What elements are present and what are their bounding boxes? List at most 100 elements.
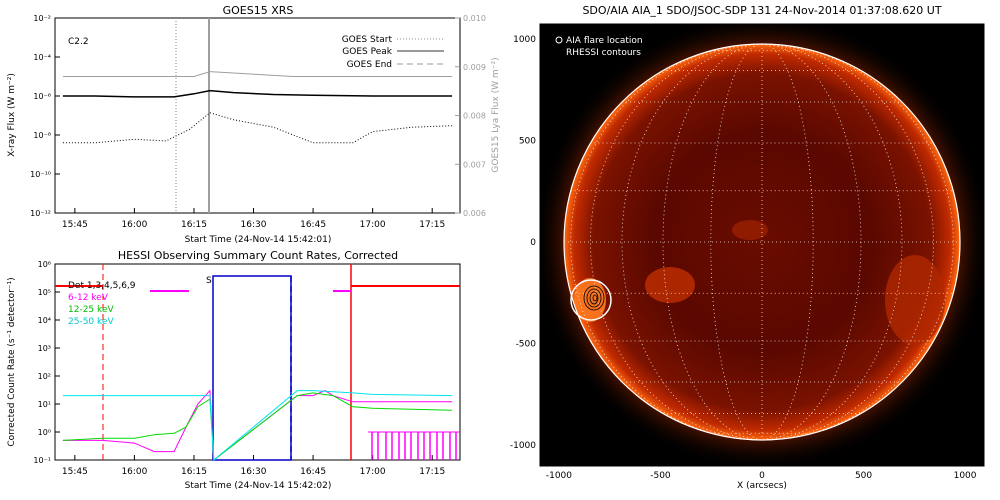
goes-x-ticks: 15:45 16:00 16:15 16:30 16:45 17:00 17:15 bbox=[62, 208, 445, 230]
goes-y2-tick-label: 0.007 bbox=[463, 160, 486, 169]
hessi-x-tick-label: 16:00 bbox=[121, 467, 147, 477]
aia-xlabel: X (arcsecs) bbox=[737, 481, 787, 491]
goes-legend-start: GOES Start bbox=[342, 35, 393, 45]
aia-longitude-line bbox=[590, 43, 763, 441]
aia-longitude-line bbox=[621, 43, 763, 441]
goes-y-tick-label: 10⁻¹⁰ bbox=[30, 170, 51, 179]
goes-x-tick-label: 16:00 bbox=[121, 220, 147, 230]
goes-x-tick-label: 15:45 bbox=[62, 220, 88, 230]
hessi-y-tick-label: 10¹ bbox=[38, 400, 51, 409]
goes-xlabel: Start Time (24-Nov-14 15:42:01) bbox=[185, 235, 332, 245]
goes-y-ticks: 10⁻² 10⁻⁴ 10⁻⁶ 10⁻⁸ 10⁻¹⁰ 10⁻¹² bbox=[30, 14, 60, 218]
goes-plot-frame bbox=[54, 17, 461, 214]
aia-heliographic-grid bbox=[564, 43, 960, 441]
goes-y-tick-label: 10⁻⁶ bbox=[33, 92, 51, 101]
goes-y2-tick-label: 0.010 bbox=[463, 14, 486, 23]
hessi-y-tick-label: 10⁴ bbox=[38, 316, 51, 325]
aia-rhessi-contours bbox=[583, 285, 605, 311]
aia-flare-location-circle bbox=[570, 279, 612, 321]
aia-x-ticks: -1000 -500 0 500 1000 bbox=[546, 461, 977, 481]
aia-longitude-line bbox=[761, 43, 903, 441]
goes-lya-series bbox=[62, 71, 453, 77]
hessi-x-tick-label: 16:30 bbox=[241, 467, 267, 477]
hessi-legend-12-25: 12-25 keV bbox=[68, 305, 114, 315]
goes-title: GOES15 XRS bbox=[223, 4, 294, 17]
hessi-y-tick-label: 10⁵ bbox=[38, 288, 51, 297]
goes-y-tick-label: 10⁻⁸ bbox=[33, 131, 51, 140]
goes-long-channel-series bbox=[62, 89, 453, 98]
hessi-x-ticks: 15:45 16:00 16:15 16:30 16:45 17:00 17:15 bbox=[62, 455, 445, 477]
hessi-legend-det: Det 1,3,4,5,6,9 bbox=[68, 281, 136, 291]
goes-panel: GOES15 XRS 10⁻² 10⁻⁴ 10⁻⁶ 10⁻⁸ 10⁻¹⁰ 10⁻¹² 0.… bbox=[7, 4, 501, 245]
aia-x-tick-label: 500 bbox=[855, 471, 872, 481]
aia-title: SDO/AIA AIA_1 SDO/JSOC-SDP 131 24-Nov-20… bbox=[582, 4, 941, 17]
aia-active-region-west bbox=[885, 255, 945, 345]
hessi-25-50-series bbox=[62, 390, 453, 462]
goes-x-tick-label: 16:45 bbox=[300, 220, 326, 230]
goes-class-label: C2.2 bbox=[68, 37, 89, 47]
hessi-panel: HESSI Observing Summary Count Rates, Cor… bbox=[7, 249, 461, 491]
aia-x-tick-label: 0 bbox=[759, 471, 765, 481]
aia-y-tick-label: -500 bbox=[516, 340, 537, 350]
hessi-plot-frame bbox=[54, 263, 461, 461]
aia-longitude-line bbox=[761, 43, 934, 441]
goes-y2-tick-label: 0.009 bbox=[463, 63, 486, 72]
goes-legend-peak: GOES Peak bbox=[342, 47, 392, 57]
aia-x-tick-label: -1000 bbox=[546, 471, 572, 481]
aia-legend-contours: RHESSI contours bbox=[566, 48, 641, 58]
hessi-12-25-series bbox=[62, 392, 453, 461]
hessi-s-marker: S bbox=[206, 276, 212, 286]
aia-y-tick-label: -1000 bbox=[510, 441, 536, 451]
hessi-x-tick-label: 17:00 bbox=[360, 467, 386, 477]
hessi-x-tick-label: 16:15 bbox=[181, 467, 207, 477]
hessi-saa-box bbox=[212, 275, 292, 461]
aia-panel: SDO/AIA AIA_1 SDO/JSOC-SDP 131 24-Nov-20… bbox=[510, 4, 985, 491]
hessi-y-ticks: 10⁶ 10⁵ 10⁴ 10³ 10² 10¹ 10⁰ 10⁻¹ bbox=[33, 260, 60, 465]
hessi-legend-6-12: 6-12 keV bbox=[68, 293, 109, 303]
aia-legend-circle-icon bbox=[555, 36, 563, 44]
aia-legend-flare: AIA flare location bbox=[566, 36, 643, 46]
hessi-x-tick-label: 16:45 bbox=[300, 467, 326, 477]
hessi-y-tick-label: 10⁻¹ bbox=[33, 456, 51, 465]
goes-y2-ticks: 0.010 0.009 0.008 0.007 0.006 bbox=[455, 14, 486, 218]
aia-limb-outline bbox=[563, 43, 961, 441]
aia-longitude-line bbox=[570, 43, 763, 441]
hessi-xlabel: Start Time (24-Nov-14 15:42:02) bbox=[185, 481, 332, 491]
hessi-y-tick-label: 10⁰ bbox=[38, 428, 51, 437]
goes-ylabel-right: GOES15 Lya Flux (W m⁻²) bbox=[491, 57, 501, 172]
hessi-title: HESSI Observing Summary Count Rates, Cor… bbox=[118, 249, 398, 262]
hessi-ylabel: Corrected Count Rate (s⁻¹ detector⁻¹) bbox=[7, 277, 17, 446]
goes-ylabel-left: X-ray Flux (W m⁻²) bbox=[7, 73, 17, 157]
hessi-x-tick-label: 17:15 bbox=[419, 467, 445, 477]
hessi-legend-25-50: 25-50 keV bbox=[68, 317, 114, 327]
hessi-6-12-series bbox=[62, 389, 453, 461]
goes-x-tick-label: 16:30 bbox=[241, 220, 267, 230]
aia-longitude-line bbox=[761, 43, 862, 441]
goes-x-tick-label: 17:00 bbox=[360, 220, 386, 230]
goes-legend: GOES Start GOES Peak GOES End bbox=[342, 35, 444, 70]
aia-x-tick-label: 1000 bbox=[954, 471, 977, 481]
goes-x-tick-label: 17:15 bbox=[419, 220, 445, 230]
aia-active-region-center bbox=[732, 220, 768, 240]
hessi-y-tick-label: 10² bbox=[38, 372, 51, 381]
goes-x-tick-label: 16:15 bbox=[181, 220, 207, 230]
aia-active-region-east bbox=[645, 267, 695, 303]
goes-y-tick-label: 10⁻² bbox=[33, 14, 51, 23]
aia-longitude-line bbox=[761, 43, 954, 441]
aia-x-tick-label: -500 bbox=[650, 471, 671, 481]
goes-short-channel-series bbox=[62, 112, 453, 144]
hessi-x-tick-label: 15:45 bbox=[62, 467, 88, 477]
aia-y-tick-label: 1000 bbox=[513, 35, 536, 45]
hessi-legend: Det 1,3,4,5,6,9 6-12 keV 12-25 keV 25-50… bbox=[68, 281, 136, 327]
aia-y-tick-label: 500 bbox=[519, 136, 536, 146]
goes-legend-end: GOES End bbox=[347, 60, 392, 70]
aia-y-ticks: 1000 500 0 -500 -1000 bbox=[510, 35, 545, 451]
goes-y2-tick-label: 0.006 bbox=[463, 209, 486, 218]
hessi-magenta-spikes bbox=[368, 431, 460, 460]
aia-y-tick-label: 0 bbox=[530, 238, 536, 248]
goes-y-tick-label: 10⁻¹² bbox=[30, 209, 51, 218]
hessi-y-tick-label: 10³ bbox=[38, 344, 51, 353]
aia-longitude-line bbox=[662, 43, 763, 441]
goes-y2-tick-label: 0.008 bbox=[463, 112, 486, 121]
